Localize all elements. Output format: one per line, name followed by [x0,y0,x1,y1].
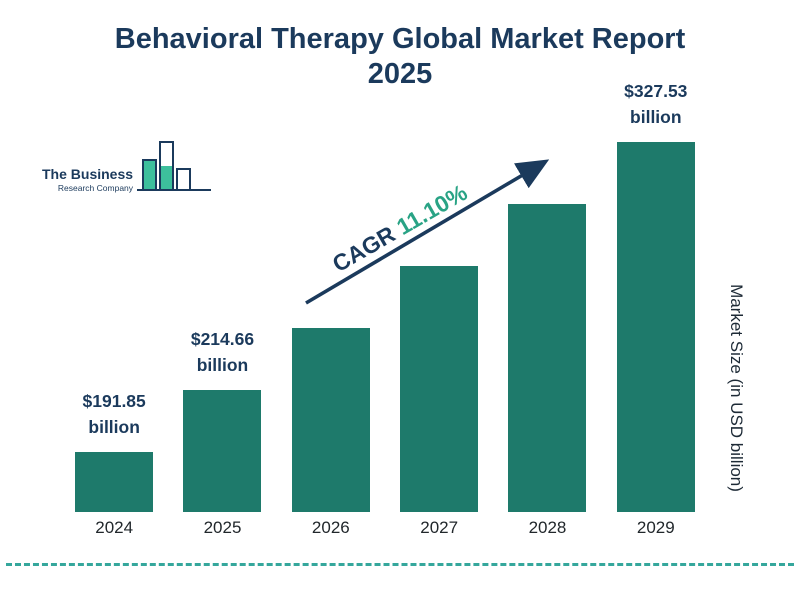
bar-2029 [616,142,695,512]
bars: $191.85 billion $214.66 billion $327.53 billi… [60,81,710,512]
chart-title-line2: 2025 [367,58,433,91]
value-label-2024: $191.85 billion [82,391,146,437]
x-tick-2028: 2028 [528,518,567,537]
bar-slot-2027 [385,95,493,512]
bar-slot-2029: $327.53 billion [602,81,710,512]
x-tick-2029: 2029 [636,518,675,537]
bar-slot-2028 [493,95,601,512]
bar-slot-2025: $214.66 billion [168,95,276,512]
bar-slot-2024: $191.85 billion [60,95,168,512]
chart-title-line1: Behavioral Therapy Global Market Report [114,23,686,55]
bar-slot-2026 [277,95,385,512]
chart-title: Behavioral Therapy Global Market Report 2… [0,22,800,93]
bar-2025 [183,390,262,512]
category-labels: 2024 2025 2026 2027 2028 2029 [60,518,710,538]
company-logo-name: The Business [42,166,134,183]
x-tick-2027: 2027 [420,518,459,537]
bar-2028 [508,204,587,512]
value-label-2029: $327.53 billion [624,81,688,127]
company-logo: The Business Research Company [42,138,213,201]
bottom-dashed-divider [6,563,794,566]
y-axis-label: Market Size (in USD billion) [727,284,746,492]
company-logo-subname: Research Company [57,182,134,193]
x-tick-2024: 2024 [95,518,134,537]
bar-2024 [75,452,154,512]
value-label-2025: $214.66 billion [190,329,255,375]
x-tick-2025: 2025 [203,518,242,537]
bar-2027 [400,266,479,512]
bar-2026 [291,328,370,512]
company-logo-text: The Business Research Company [42,167,133,201]
bar-chart-logo-icon [137,138,213,201]
x-tick-2026: 2026 [311,518,350,537]
